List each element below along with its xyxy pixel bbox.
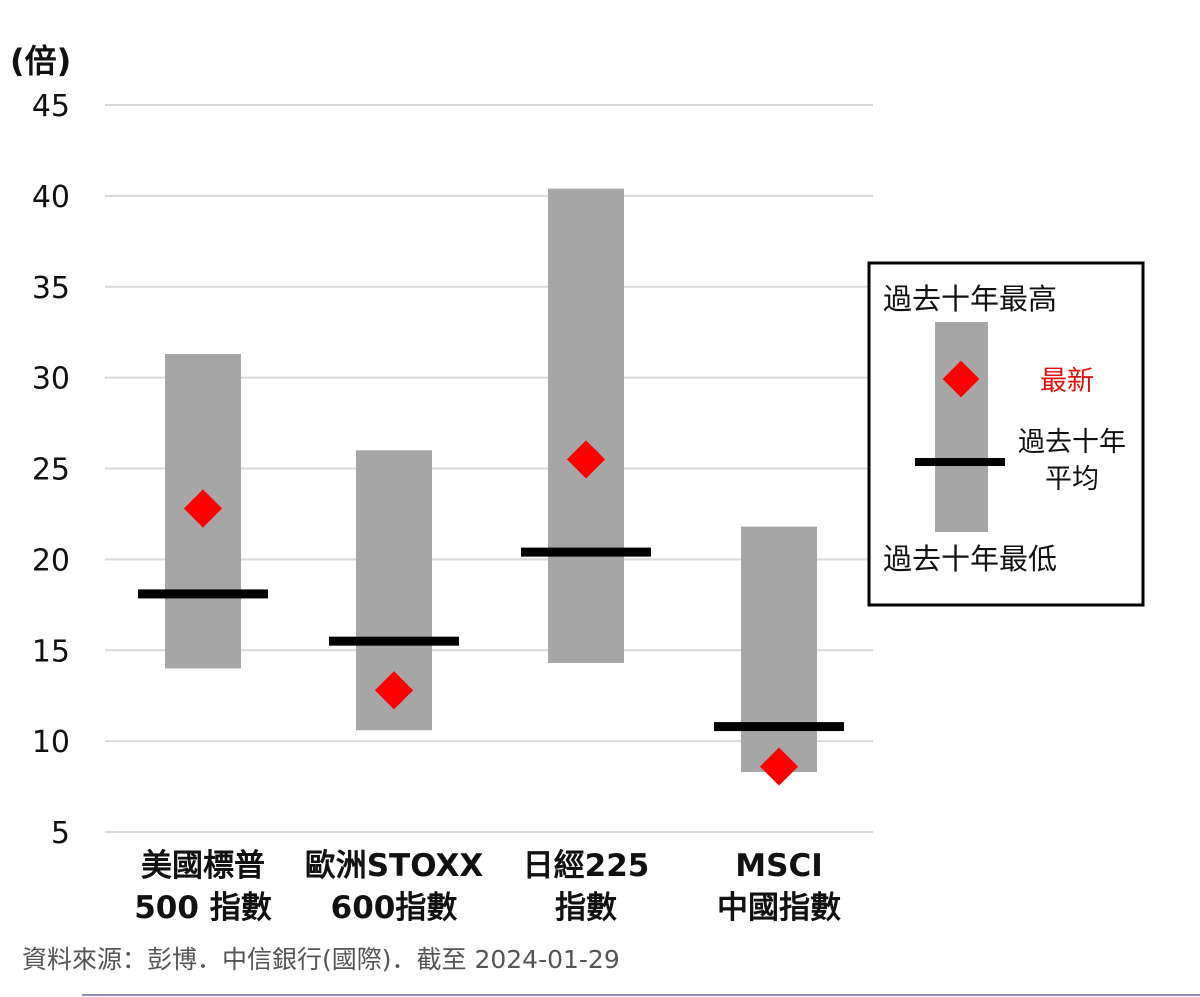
category-label-3-line1: MSCI xyxy=(735,848,822,884)
category-label-0-line2: 500 指數 xyxy=(134,890,272,926)
legend-average-line xyxy=(915,458,1005,466)
average-line-2 xyxy=(521,547,651,557)
latest-marker-1 xyxy=(374,671,414,710)
range-bar-3 xyxy=(741,526,817,773)
y-tick-label: 5 xyxy=(51,816,70,851)
y-tick-label: 10 xyxy=(32,725,70,760)
average-line-3 xyxy=(714,722,844,732)
y-tick-label: 30 xyxy=(32,362,70,397)
y-tick-label: 45 xyxy=(32,89,70,124)
latest-marker-2 xyxy=(566,440,606,479)
y-axis-ticks: 5 10 15 20 25 30 35 40 45 xyxy=(32,89,70,851)
category-label-2-line2: 指數 xyxy=(555,890,617,926)
legend-high-label: 過去十年最高 xyxy=(883,282,1057,316)
y-tick-label: 35 xyxy=(32,271,70,306)
legend-range-swatch xyxy=(935,322,988,532)
category-label-3-line2: 中國指數 xyxy=(717,890,841,926)
category-label-0-line1: 美國標普 xyxy=(141,848,265,884)
legend-latest-label: 最新 xyxy=(1040,366,1094,397)
range-bars xyxy=(138,188,844,786)
legend: 過去十年最高 最新 過去十年 平均 過去十年最低 xyxy=(867,261,1145,607)
latest-marker-3 xyxy=(759,747,799,786)
range-bar-2 xyxy=(548,188,624,663)
legend-average-label-line2: 平均 xyxy=(1045,464,1099,495)
legend-latest-diamond xyxy=(942,360,980,398)
average-line-1 xyxy=(329,636,459,646)
y-axis-label: (倍) xyxy=(10,42,71,80)
average-line-0 xyxy=(138,589,268,599)
source-note: 資料來源：彭博．中信銀行(國際)．截至 2024-01-29 xyxy=(22,945,620,974)
legend-average-label-line1: 過去十年 xyxy=(1018,427,1126,458)
bottom-divider xyxy=(82,994,1200,996)
category-label-2-line1: 日經225 xyxy=(523,848,650,884)
category-label-1-line1: 歐洲STOXX xyxy=(305,848,484,884)
legend-low-label: 過去十年最低 xyxy=(883,542,1057,576)
y-tick-label: 40 xyxy=(32,180,70,215)
y-tick-label: 25 xyxy=(32,453,70,488)
category-label-1-line2: 600指數 xyxy=(331,890,458,926)
legend-box xyxy=(867,261,1145,607)
y-tick-label: 15 xyxy=(32,634,70,669)
y-tick-label: 20 xyxy=(32,543,70,578)
